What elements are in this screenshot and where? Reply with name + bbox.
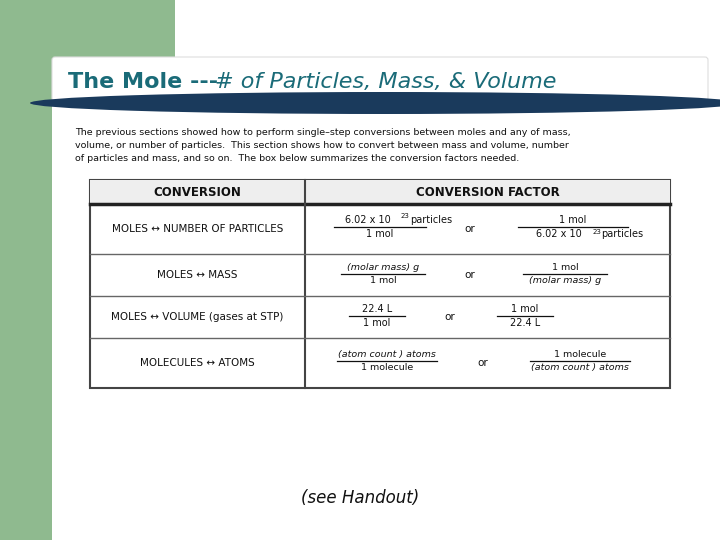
Text: MOLECULES ↔ ATOMS: MOLECULES ↔ ATOMS [140,358,255,368]
Text: of particles and mass, and so on.  The box below summarizes the conversion facto: of particles and mass, and so on. The bo… [75,154,519,163]
Text: The Mole ---: The Mole --- [68,72,226,92]
Text: (molar mass) g: (molar mass) g [529,276,601,285]
Text: or: or [464,224,475,234]
Text: 1 mol: 1 mol [511,304,539,314]
Text: 23: 23 [593,229,602,235]
Bar [0,0,52,540]
Bar [90,180,670,388]
Text: (see Handout): (see Handout) [301,489,419,507]
Text: 22.4 L: 22.4 L [510,318,540,328]
Text: 6.02 x 10: 6.02 x 10 [536,229,582,239]
Bar [0,0,175,75]
Text: CONVERSION: CONVERSION [153,186,241,199]
Text: 23: 23 [401,213,410,219]
Text: 1 mol: 1 mol [369,276,396,285]
Text: particles: particles [601,229,643,239]
Text: or: or [445,312,455,322]
Text: 1 molecule: 1 molecule [554,350,606,359]
Text: (atom count ) atoms: (atom count ) atoms [531,363,629,372]
Ellipse shape [30,92,720,114]
Text: particles: particles [410,215,452,225]
Text: (molar mass) g: (molar mass) g [347,263,419,272]
Text: The previous sections showed how to perform single–step conversions between mole: The previous sections showed how to perf… [75,128,571,137]
Text: 1 mol: 1 mol [552,263,578,272]
Text: MOLES ↔ NUMBER OF PARTICLES: MOLES ↔ NUMBER OF PARTICLES [112,224,283,234]
Text: CONVERSION FACTOR: CONVERSION FACTOR [415,186,559,199]
Text: 1 mol: 1 mol [366,229,394,239]
Text: 1 mol: 1 mol [559,215,587,225]
Text: 1 mol: 1 mol [364,318,391,328]
Text: 1 molecule: 1 molecule [361,363,413,372]
Text: MOLES ↔ VOLUME (gases at STP): MOLES ↔ VOLUME (gases at STP) [112,312,284,322]
Text: (atom count ) atoms: (atom count ) atoms [338,350,436,359]
Text: or: or [477,358,488,368]
Text: or: or [464,270,475,280]
Bar [90,180,670,204]
FancyBboxPatch shape [52,57,708,101]
Text: 22.4 L: 22.4 L [362,304,392,314]
Text: MOLES ↔ MASS: MOLES ↔ MASS [157,270,238,280]
Text: # of Particles, Mass, & Volume: # of Particles, Mass, & Volume [215,72,557,92]
Text: 6.02 x 10: 6.02 x 10 [345,215,391,225]
Text: volume, or number of particles.  This section shows how to convert between mass : volume, or number of particles. This sec… [75,141,569,150]
